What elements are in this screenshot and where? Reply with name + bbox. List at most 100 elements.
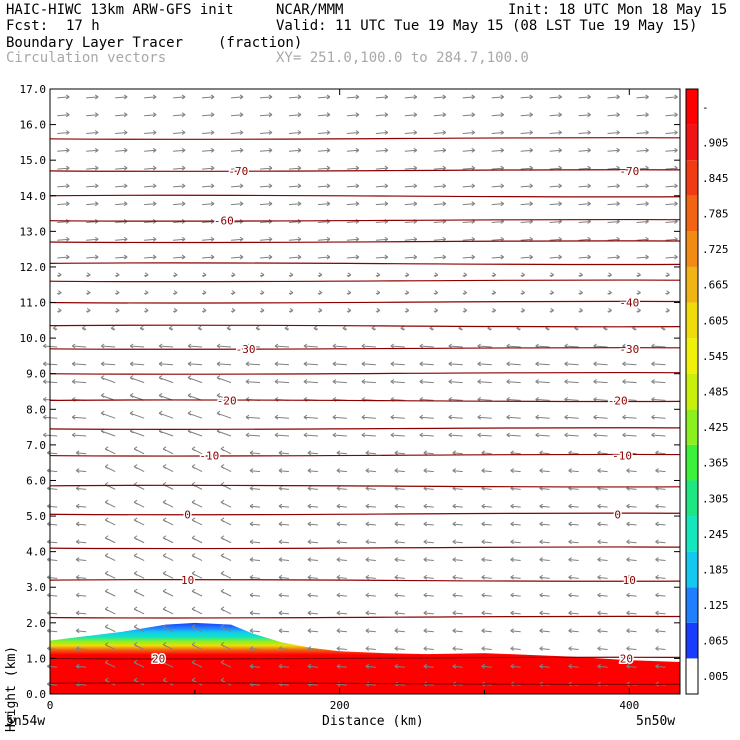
vector-arrow-head (336, 665, 341, 669)
vector-arrow-head (655, 505, 659, 509)
vector-arrow-head (587, 165, 591, 169)
vector-arrow-head (558, 236, 562, 240)
vector-arrow (665, 220, 678, 223)
vector-arrow (129, 412, 145, 419)
vector-arrow-head (162, 624, 167, 628)
vector-arrow-head (191, 606, 196, 610)
vector-arrow (433, 167, 446, 170)
vector-arrow-head (597, 574, 601, 578)
vector-arrow-head (239, 132, 244, 135)
vector-arrow-head (336, 485, 341, 489)
vector-arrow (448, 381, 463, 384)
vector-arrow-head (239, 238, 244, 242)
temperature-contour (49, 682, 681, 686)
vector-arrow-head (597, 539, 601, 543)
vector-arrow-head (510, 630, 514, 634)
vector-arrow-head (220, 659, 225, 663)
vector-arrow-head (75, 450, 80, 454)
vector-arrow-head (597, 468, 601, 471)
vector-arrow (510, 541, 521, 544)
vector-arrow (636, 149, 649, 152)
vector-arrow (477, 416, 492, 419)
vector-arrow (510, 487, 521, 490)
vector-arrow-head (597, 628, 601, 632)
vector-arrow (651, 363, 666, 366)
vector-arrow (159, 363, 174, 366)
vector-arrow (288, 131, 302, 134)
vector-arrow-head (597, 505, 601, 509)
vector-arrow-head (216, 392, 221, 396)
vector-arrow (230, 149, 244, 152)
vector-arrow (539, 523, 550, 526)
colorbar-label: .005 (702, 670, 729, 683)
vector-arrow (622, 434, 637, 437)
vector-arrow-head (220, 537, 225, 541)
vector-arrow-head (65, 132, 70, 135)
colorbar-label: .305 (702, 492, 729, 505)
vector-arrow-head (216, 361, 221, 365)
vector-arrow (607, 238, 620, 241)
vector-arrow-head (220, 606, 225, 610)
contour-label: -70 (619, 165, 639, 178)
vector-arrow-head (394, 450, 399, 454)
vector-arrow-head (500, 221, 505, 224)
vector-arrow-head (326, 221, 331, 224)
vector-arrow-head (268, 147, 273, 151)
temperature-contour (49, 484, 681, 488)
vector-arrow-head (419, 434, 424, 438)
vector-arrow (655, 612, 666, 615)
vector-arrow-head (390, 416, 395, 420)
vector-arrow (361, 434, 376, 437)
vector-arrow (249, 505, 261, 508)
vector-arrow-head (434, 310, 439, 313)
vector-arrow-head (181, 201, 186, 205)
vector-arrow (86, 114, 99, 117)
vector-arrow-head (481, 505, 486, 509)
vector-arrow (607, 185, 620, 188)
vector-arrow (249, 541, 261, 544)
vector-arrow-head (307, 557, 312, 560)
vector-arrow-head (162, 608, 167, 612)
vector-arrow (477, 381, 492, 384)
vector-arrow-head (123, 254, 128, 258)
vector-arrow (626, 505, 637, 508)
vector-arrow-head (133, 553, 138, 556)
contour-label: 10 (623, 574, 636, 587)
vector-arrow (477, 434, 492, 437)
vector-arrow-head (75, 610, 80, 614)
vector-arrow-head (413, 112, 418, 116)
vector-arrow-head (274, 379, 279, 383)
vector-arrow-head (104, 644, 109, 647)
vector-arrow (597, 505, 608, 508)
vector-arrow-head (568, 576, 572, 580)
vector-arrow (390, 345, 405, 348)
vector-arrow-head (442, 114, 447, 118)
vector-arrow-head (332, 416, 337, 420)
vector-arrow-head (645, 221, 649, 224)
vector-arrow-head (550, 292, 554, 296)
vector-arrow-head (307, 630, 312, 634)
vector-arrow (216, 363, 232, 366)
org-label: NCAR/MMM (276, 2, 344, 18)
vector-arrow-head (622, 363, 626, 367)
vector-arrow-head (365, 594, 370, 598)
vector-arrow (636, 220, 649, 223)
vector-arrow-head (516, 327, 520, 331)
vector-arrow (336, 505, 347, 508)
vector-arrow-head (442, 149, 447, 153)
vector-arrow-head (65, 112, 70, 116)
vector-arrow-head (413, 254, 418, 258)
vector-arrow-head (347, 310, 352, 313)
vector-arrow (651, 398, 666, 401)
temperature-contour (49, 615, 681, 619)
vector-arrow-head (42, 361, 47, 365)
vector-arrow (564, 363, 579, 366)
vector-arrow (597, 576, 608, 579)
vector-arrow (173, 114, 186, 117)
vector-arrow (510, 630, 521, 633)
vector-arrow-head (94, 96, 99, 100)
vector-arrow-head (376, 308, 381, 311)
vector-arrow-head (645, 132, 649, 135)
vector-arrow-head (152, 254, 157, 258)
vector-arrow-head (187, 412, 192, 416)
